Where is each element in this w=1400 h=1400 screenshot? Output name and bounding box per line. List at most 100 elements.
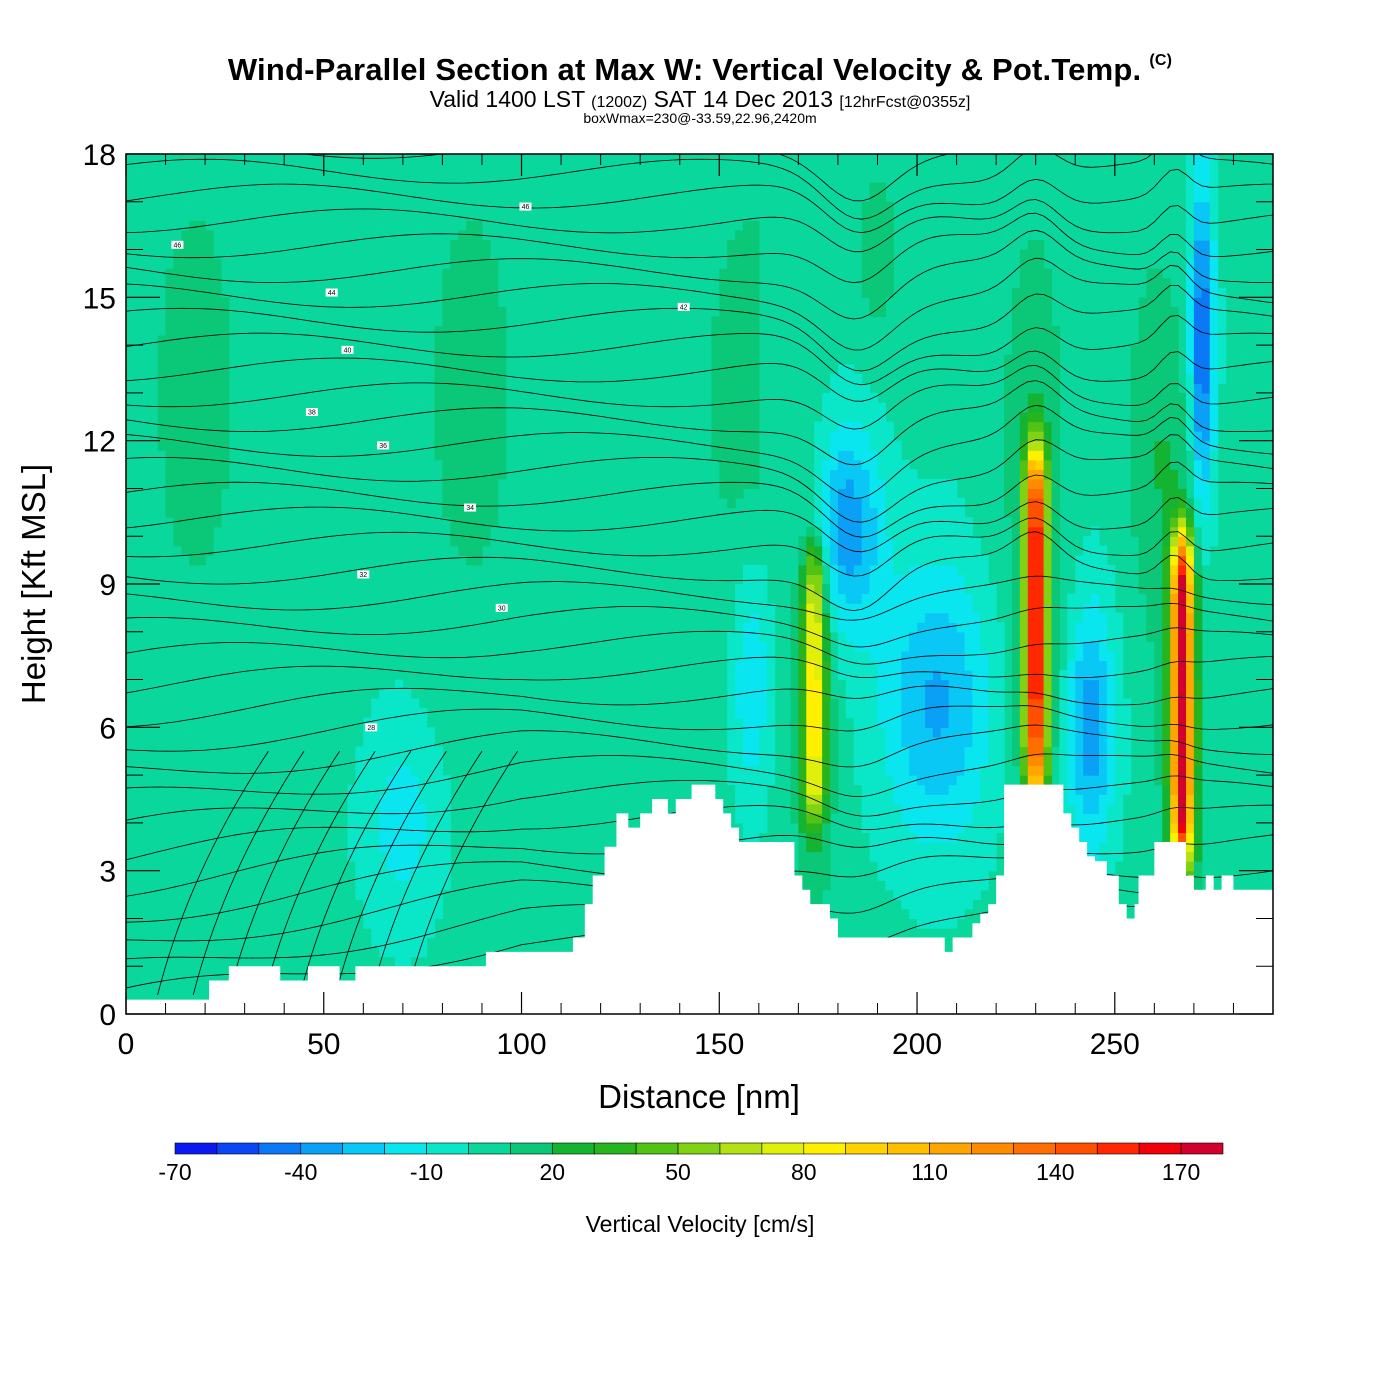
velocity-cell [442, 459, 507, 470]
velocity-cell [165, 326, 230, 337]
velocity-cell [1011, 756, 1021, 767]
velocity-cell [1170, 593, 1179, 604]
velocity-cell [1209, 507, 1219, 518]
velocity-cell [434, 402, 507, 413]
velocity-cell [1201, 526, 1219, 537]
velocity-cell [822, 526, 831, 537]
velocity-cell [845, 631, 910, 642]
velocity-cell [1193, 612, 1203, 623]
velocity-cell [822, 555, 831, 566]
velocity-cell [877, 459, 910, 470]
velocity-cell [1170, 622, 1179, 633]
velocity-cell [893, 794, 981, 805]
velocity-cell [442, 488, 499, 499]
velocity-cell [869, 431, 894, 442]
velocity-cell [1027, 574, 1045, 585]
colorbar-swatch [426, 1142, 469, 1155]
colorbar-swatch [1180, 1142, 1224, 1155]
velocity-cell [798, 870, 831, 881]
velocity-cell [877, 660, 902, 671]
velocity-cell [1083, 765, 1100, 776]
velocity-cell [1130, 488, 1163, 499]
velocity-cell [901, 727, 934, 738]
velocity-cell [165, 498, 222, 509]
velocity-cell [1019, 259, 1045, 270]
velocity-cell [877, 469, 918, 480]
velocity-cell [1075, 822, 1108, 834]
velocity-cell [1162, 584, 1171, 595]
velocity-cell [814, 536, 823, 547]
velocity-cell [1130, 517, 1163, 528]
velocity-cell [434, 412, 507, 423]
velocity-cell [1178, 813, 1187, 824]
velocity-cell [1027, 488, 1045, 499]
velocity-cell [806, 584, 815, 595]
velocity-cell [822, 727, 831, 738]
colorbar-swatch [1013, 1142, 1056, 1155]
velocity-cell [1019, 555, 1029, 566]
velocity-cell [1051, 478, 1061, 490]
velocity-cell [1004, 383, 1061, 394]
colorbar-swatch [971, 1142, 1014, 1155]
velocity-cell [1043, 450, 1053, 461]
velocity-cell [940, 670, 974, 681]
velocity-cell [790, 717, 799, 728]
velocity-cell [1193, 459, 1203, 470]
velocity-cell [1043, 517, 1053, 528]
velocity-cell [1162, 794, 1171, 805]
velocity-cell [1130, 383, 1179, 394]
velocity-cell [1193, 268, 1211, 279]
velocity-cell [909, 564, 958, 576]
velocity-cell [1043, 498, 1053, 509]
velocity-cell [830, 708, 839, 719]
velocity-cell [830, 555, 839, 566]
velocity-cell [1027, 717, 1045, 728]
velocity-cell [1201, 507, 1211, 518]
velocity-cell [1209, 230, 1219, 241]
velocity-cell [1178, 536, 1187, 547]
contour-label: 28 [367, 725, 375, 732]
velocity-cell [830, 383, 871, 394]
velocity-cell [1209, 259, 1219, 270]
velocity-cell [861, 249, 894, 260]
velocity-cell [980, 612, 997, 623]
velocity-cell [1178, 517, 1187, 528]
velocity-cell [806, 736, 823, 748]
velocity-cell [893, 784, 926, 795]
velocity-cell [1185, 813, 1195, 824]
velocity-cell [1043, 526, 1053, 537]
velocity-cell [1193, 593, 1203, 604]
velocity-cell [1075, 708, 1084, 719]
velocity-cell [1059, 727, 1068, 738]
velocity-cell [363, 717, 428, 728]
velocity-cell [1091, 526, 1100, 537]
velocity-cell [727, 775, 776, 786]
velocity-cell [1178, 698, 1187, 709]
theta-contour-line [228, 751, 340, 995]
velocity-cell [434, 440, 507, 451]
velocity-cell [1185, 373, 1195, 384]
velocity-cell [798, 813, 807, 824]
contour-label-bg [377, 441, 390, 450]
velocity-cell [379, 832, 428, 843]
velocity-cell [1027, 631, 1045, 642]
velocity-cell [1043, 440, 1053, 451]
velocity-cell [837, 603, 974, 614]
velocity-cell [1193, 660, 1203, 671]
velocity-cell [1170, 689, 1179, 700]
velocity-cell [798, 803, 807, 814]
velocity-cell [806, 717, 823, 728]
velocity-cell [735, 584, 768, 595]
velocity-cell [743, 631, 760, 642]
velocity-cell [1154, 775, 1163, 786]
velocity-cell [972, 689, 989, 700]
velocity-cell [1193, 698, 1203, 709]
velocity-cell [1011, 306, 1053, 318]
velocity-cell [877, 450, 902, 461]
velocity-cell [1051, 545, 1061, 556]
velocity-cell [806, 574, 823, 585]
velocity-cell [1130, 354, 1179, 365]
theta-contour-line [126, 724, 1273, 774]
velocity-cell [1059, 670, 1068, 681]
velocity-cell [1178, 498, 1187, 509]
